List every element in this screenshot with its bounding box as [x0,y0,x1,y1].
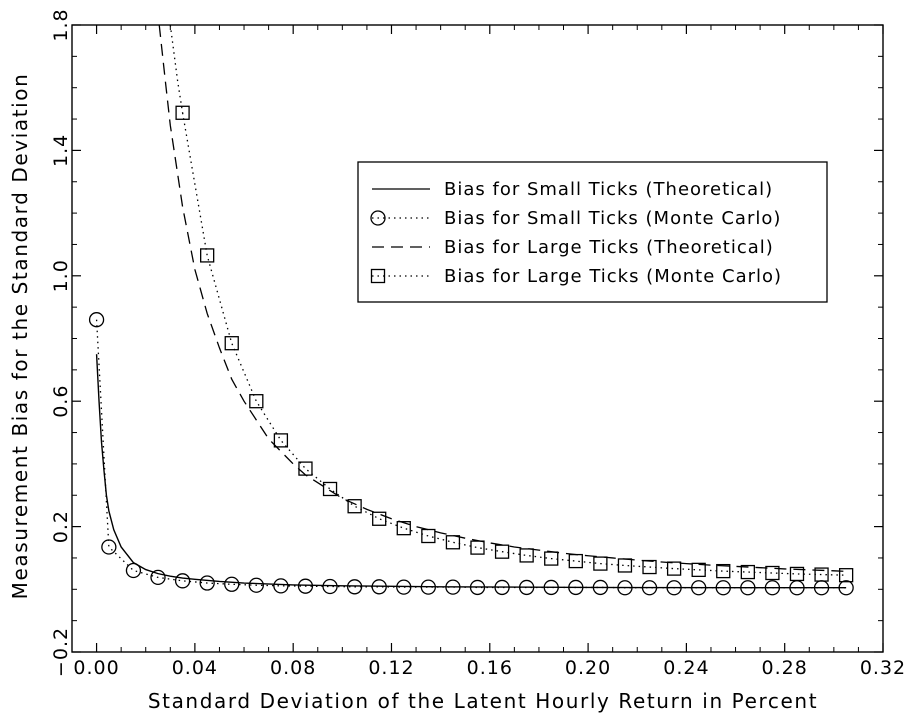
data-point-s4-25 [765,565,780,581]
data-point-s4-24 [740,564,755,580]
y-tick-label-2: 0.2 [50,510,72,543]
data-point-s2-2 [101,539,117,555]
data-point-s2-29 [764,580,781,596]
data-point-s4-5 [273,433,289,448]
legend-label-4: Bias for Large Ticks (Monte Carlo) [444,266,782,287]
x-tick-label-6: 0.20 [565,657,611,679]
data-point-s4-22 [691,562,706,578]
data-point-s2-21 [568,579,584,596]
x-tick-label-1: 0.00 [73,657,119,679]
data-point-s4-6 [298,461,313,476]
data-point-s2-28 [740,580,756,596]
x-tick-label-7: 0.24 [663,657,709,679]
data-point-s4-1 [175,105,190,120]
y-tick-label-1: −0.2 [50,627,72,677]
data-point-s4-18 [593,556,608,571]
data-point-s2-10 [297,578,314,594]
y-tick-label-6: 1.8 [50,8,72,41]
x-tick-label-8: 0.28 [762,657,808,679]
data-point-s2-18 [494,579,510,596]
data-point-s2-19 [519,579,535,596]
axes-layer: 0.00 0.04 0.08 0.12 0.16 0.20 0.24 0.28 0.32 −0.2… [50,8,906,679]
data-point-s2-20 [543,579,559,596]
legend-marker-2 [370,210,386,226]
x-tick-label-9: 0.32 [860,657,906,679]
data-point-s2-23 [617,580,633,596]
plot-frame [71,24,884,653]
series-layer [88,25,854,596]
data-point-s2-14 [396,579,412,595]
series-line-3 [158,25,847,573]
y-tick-label-3: 0.6 [50,385,72,418]
legend-label-3: Bias for Large Ticks (Theoretical) [444,237,774,258]
data-point-s4-8 [347,499,362,514]
data-point-s2-7 [224,576,240,592]
data-point-s4-10 [396,521,411,536]
data-point-s4-3 [224,336,239,351]
data-point-s2-3 [125,562,142,579]
series-line-4 [181,112,847,576]
x-axis-title: Standard Deviation of the Latent Hourly … [148,689,818,713]
data-point-s2-6 [199,575,215,591]
data-point-s4-14 [494,544,510,559]
data-point-s2-1 [88,312,105,328]
x-tick-label-4: 0.12 [368,657,414,679]
series-line-2 [95,319,847,589]
y-tick-label-5: 1.4 [50,134,72,167]
data-point-s4-4 [249,394,264,409]
data-point-s2-22 [592,579,609,596]
data-point-s2-15 [420,579,436,595]
data-point-s2-5 [174,573,191,589]
data-point-s2-9 [273,578,289,594]
data-point-s2-32 [838,580,854,596]
data-point-s4-23 [716,563,731,579]
x-tick-label-5: 0.16 [467,657,513,679]
data-point-s4-16 [544,551,559,566]
data-point-s2-11 [322,578,338,595]
data-point-s2-12 [346,579,363,595]
data-point-s4-20 [642,559,657,575]
data-point-s2-24 [641,580,658,596]
data-point-s4-27 [814,567,829,582]
data-point-s4-15 [519,548,534,563]
data-point-s4-11 [421,528,436,544]
data-point-s2-8 [248,577,264,593]
legend-label-2: Bias for Small Ticks (Monte Carlo) [444,208,781,229]
data-point-s4-9 [372,511,387,526]
data-point-s2-4 [150,569,166,586]
data-point-s2-17 [469,579,486,596]
data-point-s2-27 [715,580,731,596]
series-line-extension-1 [169,25,184,113]
data-point-s2-26 [691,580,707,596]
legend: Bias for Small Ticks (Theoretical) Bias f… [357,161,828,303]
data-point-s4-7 [322,481,338,497]
data-point-s4-17 [568,553,583,569]
x-tick-label-2: 0.04 [172,657,218,679]
legend-label-1: Bias for Small Ticks (Theoretical) [444,179,773,200]
data-point-s4-19 [617,558,633,573]
x-tick-label-3: 0.08 [270,657,316,679]
y-tick-label-4: 1.0 [50,259,72,292]
y-axis-title: Measurement Bias for the Standard Deviat… [8,73,32,600]
data-point-s4-13 [470,540,485,555]
data-point-s2-13 [371,579,387,595]
data-point-s2-16 [445,579,461,595]
legend-box [357,161,828,303]
data-point-s2-25 [666,580,682,596]
data-point-s4-26 [789,566,805,582]
data-point-s4-2 [200,248,215,263]
data-point-s4-21 [666,561,682,576]
data-point-s4-12 [445,535,461,550]
legend-marker-4 [370,268,386,284]
data-point-s4-28 [838,568,854,583]
